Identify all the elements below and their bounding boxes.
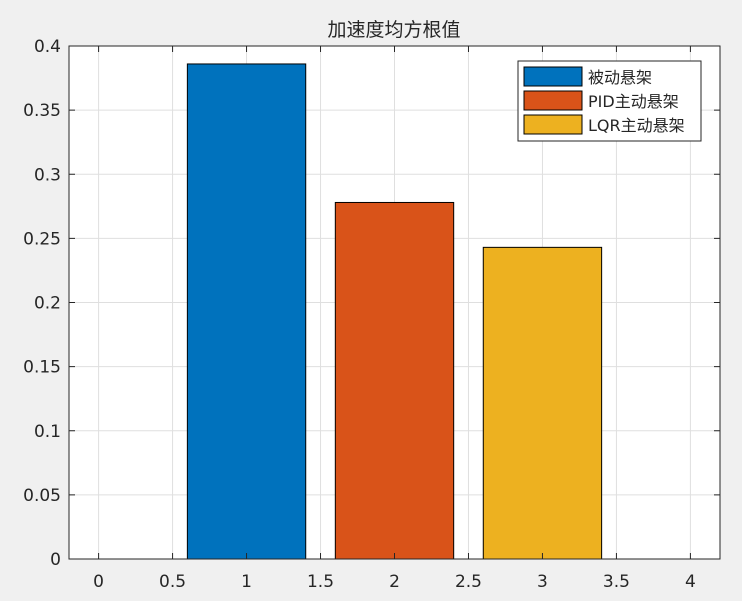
x-tick-label: 4 <box>685 572 696 592</box>
x-tick-label: 3.5 <box>603 572 630 592</box>
y-tick-label: 0.4 <box>34 37 61 57</box>
legend-swatch-1 <box>523 66 583 87</box>
bar-3 <box>482 246 603 560</box>
x-tick-label: 2 <box>389 572 400 592</box>
y-tick-label: 0 <box>50 550 61 570</box>
y-tick-label: 0.25 <box>23 229 61 249</box>
legend-label-3: LQR主动悬架 <box>588 116 685 135</box>
y-tick-label: 0.05 <box>23 486 61 506</box>
x-tick-label: 1 <box>241 572 252 592</box>
x-tick-label: 0.5 <box>159 572 186 592</box>
x-tick-label: 2.5 <box>455 572 482 592</box>
bars <box>186 63 603 560</box>
y-tick-label: 0.1 <box>34 422 61 442</box>
chart-title: 加速度均方根值 <box>327 19 460 41</box>
y-tick-label: 0.15 <box>23 358 61 378</box>
y-tick-label: 0.3 <box>34 165 61 185</box>
y-tick-label: 0.2 <box>34 294 61 314</box>
y-tick-label: 0.35 <box>23 101 61 121</box>
x-tick-label: 1.5 <box>307 572 334 592</box>
legend-swatch-3 <box>523 114 583 135</box>
legend: 被动悬架 PID主动悬架 LQR主动悬架 <box>517 60 702 142</box>
ticks: 0 0.5 1 1.5 2 2.5 3 3.5 4 0 0.05 0.1 0.15 0.2 0.25 0.3 0… <box>23 37 720 592</box>
x-tick-label: 3 <box>537 572 548 592</box>
bar-2 <box>334 201 455 560</box>
legend-label-1: 被动悬架 <box>588 68 652 87</box>
legend-swatch-2 <box>523 90 583 111</box>
legend-label-2: PID主动悬架 <box>588 92 679 111</box>
x-tick-label: 0 <box>93 572 104 592</box>
bar-1 <box>186 63 307 560</box>
